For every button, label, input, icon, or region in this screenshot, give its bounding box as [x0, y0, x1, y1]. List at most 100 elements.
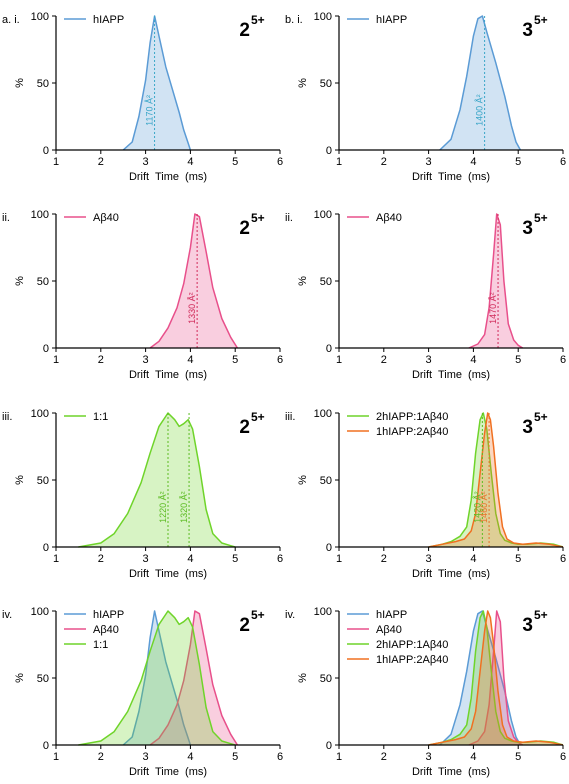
y-axis-label: % — [297, 475, 309, 485]
y-axis-label: % — [297, 276, 309, 286]
legend-label: hIAPP — [376, 14, 407, 26]
y-tick-label: 50 — [37, 673, 49, 685]
charge-state-label: 3 — [522, 615, 533, 636]
x-tick-label: 6 — [560, 354, 566, 366]
x-tick-label: 2 — [98, 354, 104, 366]
charge-state-sup: 5+ — [534, 410, 548, 424]
y-tick-label: 50 — [320, 475, 332, 487]
x-tick-label: 2 — [98, 156, 104, 168]
series-line-1 — [149, 610, 239, 746]
x-tick-label: 3 — [143, 156, 149, 168]
series-line-0 — [122, 15, 192, 151]
x-tick-label: 5 — [515, 553, 521, 565]
panel-ai: 1170 Å² 1 2 3 4 5 6 0 50 100 Drift Time (ms)% a. i.… — [2, 11, 283, 183]
series-line-0 — [78, 412, 236, 548]
x-tick-label: 5 — [232, 156, 238, 168]
y-tick-label: 0 — [326, 542, 332, 554]
y-tick-label: 0 — [326, 740, 332, 752]
panel-label: b. i. — [285, 14, 303, 26]
ccs-label: 1400 Å² — [475, 94, 485, 126]
y-tick-label: 0 — [326, 145, 332, 157]
x-tick-label: 4 — [187, 751, 193, 763]
series-fill-1 — [428, 413, 563, 547]
charge-state-sup: 5+ — [534, 211, 548, 225]
x-tick-label: 5 — [232, 354, 238, 366]
x-tick-label: 6 — [277, 354, 283, 366]
y-tick-label: 100 — [31, 606, 49, 618]
y-axis-label: % — [14, 475, 26, 485]
series-fill-2 — [428, 611, 563, 745]
series-line-2 — [78, 610, 236, 746]
y-tick-label: 50 — [320, 78, 332, 90]
x-tick-label: 5 — [515, 751, 521, 763]
x-tick-label: 4 — [187, 156, 193, 168]
y-tick-label: 50 — [37, 276, 49, 288]
series-fill-0 — [123, 16, 191, 150]
x-tick-label: 2 — [381, 553, 387, 565]
legend-label: Aβ40 — [376, 624, 402, 636]
charge-state-sup: 5+ — [534, 13, 548, 27]
x-tick-label: 3 — [426, 354, 432, 366]
x-tick-label: 4 — [470, 751, 476, 763]
ccs-label: 1420 Å² — [472, 491, 482, 523]
y-tick-label: 50 — [37, 78, 49, 90]
series-line-0 — [439, 610, 522, 746]
y-tick-label: 50 — [37, 475, 49, 487]
x-tick-label: 4 — [470, 553, 476, 565]
charge-state-label: 3 — [522, 20, 533, 41]
y-tick-label: 100 — [31, 408, 49, 420]
x-tick-label: 5 — [515, 354, 521, 366]
panel-label: ii. — [285, 212, 293, 224]
panel-label: iii. — [285, 411, 295, 423]
series-fill-3 — [428, 611, 563, 745]
x-tick-label: 6 — [277, 751, 283, 763]
x-axis-label: Drift Time (ms) — [129, 766, 207, 778]
y-axis-label: % — [297, 78, 309, 88]
x-tick-label: 3 — [143, 751, 149, 763]
y-tick-label: 100 — [314, 209, 332, 221]
y-tick-label: 0 — [43, 343, 49, 355]
y-tick-label: 100 — [314, 408, 332, 420]
y-tick-label: 50 — [320, 276, 332, 288]
x-tick-label: 1 — [53, 354, 59, 366]
series-fill-0 — [439, 16, 521, 150]
ccs-label: 1470 Å² — [488, 292, 498, 324]
x-tick-label: 6 — [277, 156, 283, 168]
x-axis-label: Drift Time (ms) — [129, 369, 207, 381]
charge-state-label: 2 — [239, 615, 250, 636]
x-tick-label: 2 — [381, 354, 387, 366]
y-tick-label: 100 — [31, 209, 49, 221]
x-tick-label: 1 — [336, 354, 342, 366]
panel-label: iv. — [285, 609, 295, 621]
series-line-0 — [122, 610, 192, 746]
charge-state-label: 2 — [239, 218, 250, 239]
x-tick-label: 1 — [336, 553, 342, 565]
legend-label: Aβ40 — [376, 212, 402, 224]
ccs-label: 1320 Å² — [179, 491, 189, 523]
panel-bi: 1400 Å² 1 2 3 4 5 6 0 50 100 Drift Time (ms)% b. i.… — [285, 11, 566, 183]
x-tick-label: 6 — [277, 553, 283, 565]
panel-label: a. i. — [2, 14, 20, 26]
y-axis-label: % — [14, 276, 26, 286]
legend-label: Aβ40 — [93, 212, 119, 224]
legend-label: 2hIAPP:1Aβ40 — [376, 411, 448, 423]
x-tick-label: 2 — [98, 751, 104, 763]
legend-label: 1hIAPP:2Aβ40 — [376, 654, 448, 666]
series-line-0 — [439, 15, 522, 151]
x-tick-label: 3 — [426, 751, 432, 763]
series-line-1 — [428, 412, 564, 548]
x-tick-label: 1 — [53, 156, 59, 168]
x-tick-label: 1 — [336, 751, 342, 763]
x-tick-label: 1 — [53, 751, 59, 763]
ccs-label: 1170 Å² — [145, 95, 155, 126]
x-axis-label: Drift Time (ms) — [412, 766, 490, 778]
x-tick-label: 4 — [470, 354, 476, 366]
x-tick-label: 3 — [143, 553, 149, 565]
y-tick-label: 0 — [326, 343, 332, 355]
x-axis-label: Drift Time (ms) — [129, 568, 207, 580]
